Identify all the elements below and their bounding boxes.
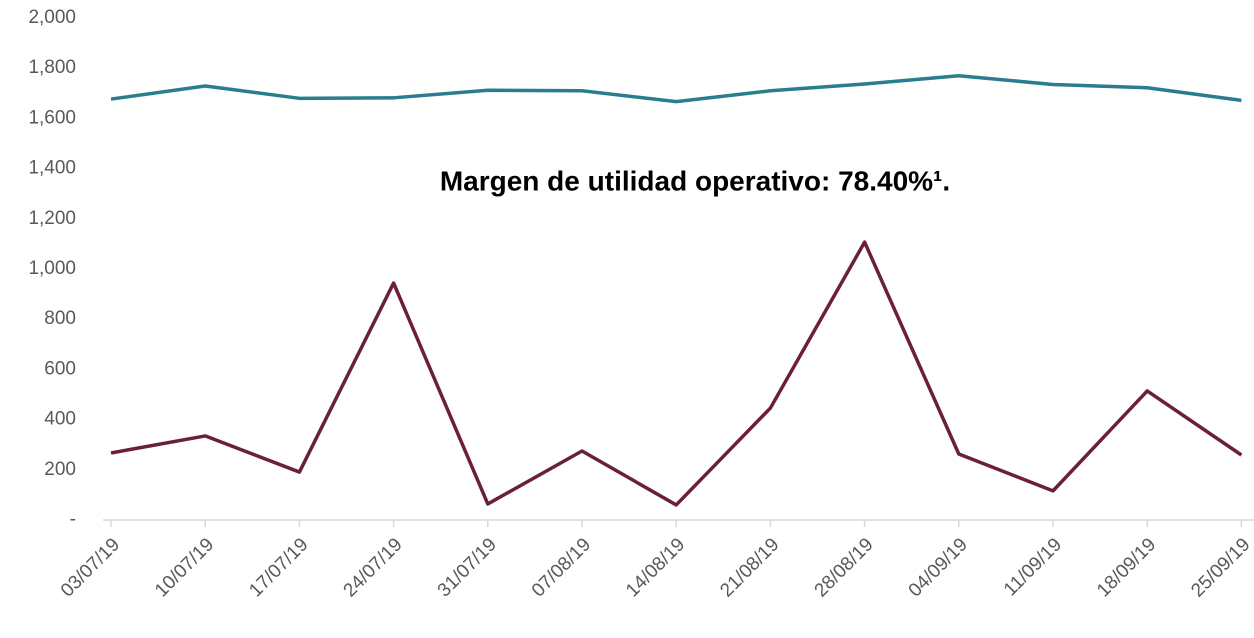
y-tick-label: 1,000 xyxy=(28,258,76,279)
x-tick-label: 21/08/19 xyxy=(716,534,783,601)
y-tick-label: - xyxy=(70,509,76,530)
y-tick-label: 600 xyxy=(44,358,76,379)
y-tick-label: 1,200 xyxy=(28,208,76,229)
y-tick-label: 1,400 xyxy=(28,158,76,179)
x-tick-label: 18/09/19 xyxy=(1093,534,1160,601)
x-tick-label: 31/07/19 xyxy=(434,534,501,601)
y-tick-label: 200 xyxy=(44,459,76,480)
x-tick-label: 10/07/19 xyxy=(151,534,218,601)
series-line xyxy=(110,73,1242,104)
x-tick-label: 24/07/19 xyxy=(340,534,407,601)
x-tick-label: 28/08/19 xyxy=(811,534,878,601)
x-tick-label: 03/07/19 xyxy=(57,534,124,601)
x-tick-label: 07/08/19 xyxy=(528,534,595,601)
y-tick-label: 2,000 xyxy=(28,7,76,28)
x-tick-label: 14/08/19 xyxy=(622,534,689,601)
series-line xyxy=(110,240,1243,507)
y-tick-label: 1,600 xyxy=(28,107,76,128)
x-tick-label: 11/09/19 xyxy=(1000,534,1066,600)
y-tick-label: 400 xyxy=(44,409,76,430)
y-tick-label: 800 xyxy=(44,308,76,329)
x-tick-label: 17/07/19 xyxy=(245,534,312,601)
y-tick-label: 1,800 xyxy=(28,57,76,78)
annotation: Margen de utilidad operativo: 78.40%¹. xyxy=(440,165,950,196)
x-tick-label: 25/09/19 xyxy=(1187,534,1254,601)
x-tick-label: 04/09/19 xyxy=(905,534,972,601)
